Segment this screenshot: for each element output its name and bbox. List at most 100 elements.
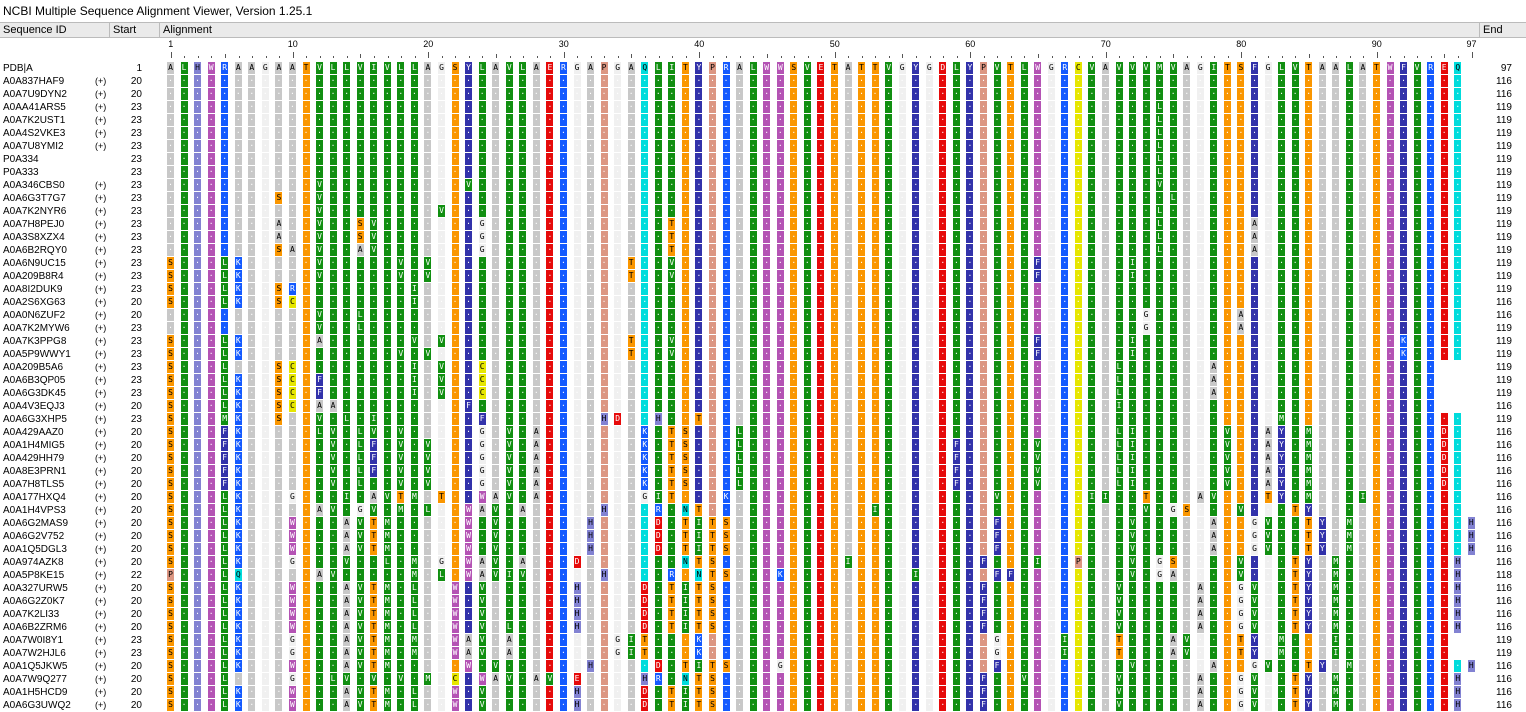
sequence-row[interactable]: A0A837HAF9(+)20·························… [0,75,1526,88]
expand-row-button[interactable]: (+) [95,426,106,439]
expand-row-button[interactable]: (+) [95,491,106,504]
sequence-id[interactable]: A0AA41ARS5 [3,101,66,114]
expand-row-button[interactable]: (+) [95,452,106,465]
sequence-id[interactable]: A0A6N9UC15 [3,257,66,270]
expand-row-button[interactable]: (+) [95,283,106,296]
sequence-id[interactable]: A0A1H4VPS3 [3,504,66,517]
sequence-row[interactable]: A0A346CBS0(+)23···········V··········V··… [0,179,1526,192]
expand-row-button[interactable]: (+) [95,348,106,361]
sequence-id[interactable]: A0A0N6ZUF2 [3,309,65,322]
expand-row-button[interactable]: (+) [95,192,106,205]
sequence-id-column-header[interactable]: Sequence ID [0,23,110,37]
sequence-id[interactable]: A0A1Q5DGL3 [3,543,67,556]
expand-row-button[interactable]: (+) [95,88,106,101]
expand-row-button[interactable]: (+) [95,673,106,686]
sequence-id[interactable]: A0A7W9Q277 [3,673,67,686]
expand-row-button[interactable]: (+) [95,504,106,517]
expand-row-button[interactable]: (+) [95,400,106,413]
sequence-id[interactable]: A0A7K3PPG8 [3,335,66,348]
sequence-id[interactable]: P0A334 [3,153,39,166]
sequence-id[interactable]: A0A1H4MIG5 [3,439,65,452]
sequence-id[interactable]: A0A6G2V752 [3,530,64,543]
expand-row-button[interactable]: (+) [95,101,106,114]
sequence-id[interactable]: A0A7K2MYW6 [3,322,70,335]
sequence-id[interactable]: A0A5P9WWY1 [3,348,71,361]
sequence-id[interactable]: A0A8E3PRN1 [3,465,66,478]
expand-row-button[interactable]: (+) [95,582,106,595]
expand-row-button[interactable]: (+) [95,127,106,140]
expand-row-button[interactable]: (+) [95,595,106,608]
sequence-row[interactable]: A0A7K2MYW6(+)23···········V··L··········… [0,322,1526,335]
expand-row-button[interactable]: (+) [95,387,106,400]
expand-row-button[interactable]: (+) [95,517,106,530]
sequence-id[interactable]: A0A6G2MAS9 [3,517,68,530]
expand-row-button[interactable]: (+) [95,296,106,309]
sequence-id[interactable]: PDB|A [3,62,33,75]
sequence-row[interactable]: A0A7U8YMI2(+)23·························… [0,140,1526,153]
sequence-id[interactable]: A0A7H8PEJ0 [3,218,64,231]
sequence-id[interactable]: A0A3S8XZX4 [3,231,65,244]
sequence-id[interactable]: A0A4V3EQJ3 [3,400,65,413]
sequence-id[interactable]: A0A7W2HJL6 [3,647,66,660]
sequence-id[interactable]: A0A327URW5 [3,582,68,595]
expand-row-button[interactable]: (+) [95,205,106,218]
sequence-id[interactable]: A0A209B8R4 [3,270,64,283]
expand-row-button[interactable]: (+) [95,374,106,387]
expand-row-button[interactable]: (+) [95,361,106,374]
sequence-id[interactable]: A0A1Q5JKW5 [3,660,67,673]
sequence-id[interactable]: P0A333 [3,166,39,179]
sequence-id[interactable]: A0A429HH79 [3,452,64,465]
expand-row-button[interactable]: (+) [95,439,106,452]
sequence-id[interactable]: A0A6G2Z0K7 [3,595,65,608]
sequence-id[interactable]: A0A7U9DYN2 [3,88,67,101]
expand-row-button[interactable]: (+) [95,413,106,426]
expand-row-button[interactable]: (+) [95,309,106,322]
sequence-row[interactable]: A0A7K2UST1(+)23·························… [0,114,1526,127]
sequence-id[interactable]: A0A7K2LI33 [3,608,59,621]
expand-row-button[interactable]: (+) [95,179,106,192]
expand-row-button[interactable]: (+) [95,75,106,88]
sequence-id[interactable]: A0A209B5A6 [3,361,63,374]
expand-row-button[interactable]: (+) [95,218,106,231]
expand-row-button[interactable]: (+) [95,530,106,543]
sequence-row[interactable]: A0A6G3T7G7(+)23········S··V·············… [0,192,1526,205]
sequence-id[interactable]: A0A177HXQ4 [3,491,66,504]
sequence-id[interactable]: A0A5P8KE15 [3,569,64,582]
expand-row-button[interactable]: (+) [95,231,106,244]
expand-row-button[interactable]: (+) [95,478,106,491]
expand-row-button[interactable]: (+) [95,647,106,660]
sequence-row[interactable]: A0A4S2VKE3(+)23·························… [0,127,1526,140]
sequence-id[interactable]: A0A429AAZ0 [3,426,64,439]
expand-row-button[interactable]: (+) [95,114,106,127]
sequence-id[interactable]: A0A837HAF9 [3,75,64,88]
sequence-row[interactable]: A0A7K2NYR6(+)23···········V········V····… [0,205,1526,218]
expand-row-button[interactable]: (+) [95,465,106,478]
expand-row-button[interactable]: (+) [95,660,106,673]
